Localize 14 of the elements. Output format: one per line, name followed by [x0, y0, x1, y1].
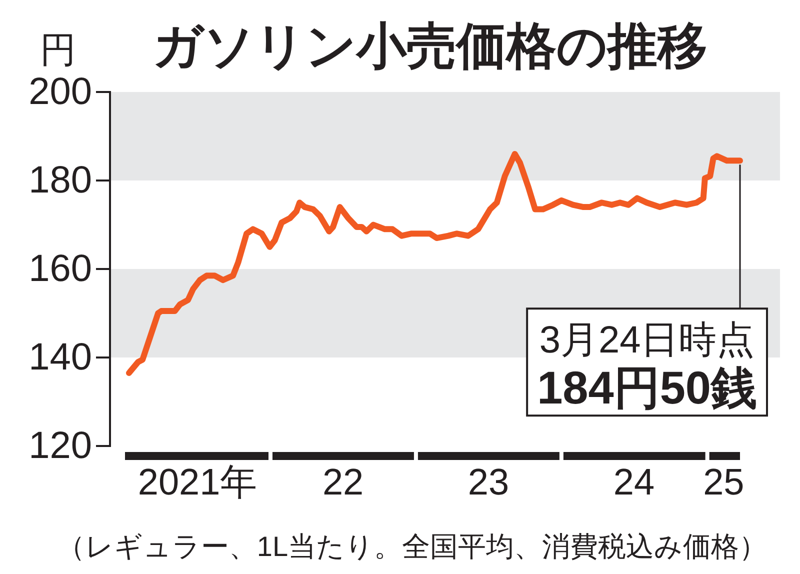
x-tick-label: 22: [322, 462, 364, 503]
x-tick-label: 2021年: [138, 462, 258, 503]
y-tick-label: 180: [28, 160, 92, 202]
y-tick-label: 140: [28, 336, 92, 379]
x-tick-label: 25: [703, 462, 744, 503]
chart-title: ガソリン小売価格の推移: [152, 18, 708, 74]
annotation: 3月24日時点 184円50銭: [537, 320, 757, 414]
y-tick-label: 160: [28, 248, 92, 290]
text: （レギュラー、1L当たり。全国平均、消費税込み価格）: [56, 531, 768, 562]
x-tick-label: 24: [613, 462, 655, 503]
y-tick-label: 120: [28, 425, 92, 468]
x-tick-label: 23: [468, 462, 510, 503]
y-tick-label: 200: [28, 71, 92, 114]
y-axis-title: 円: [40, 29, 76, 70]
